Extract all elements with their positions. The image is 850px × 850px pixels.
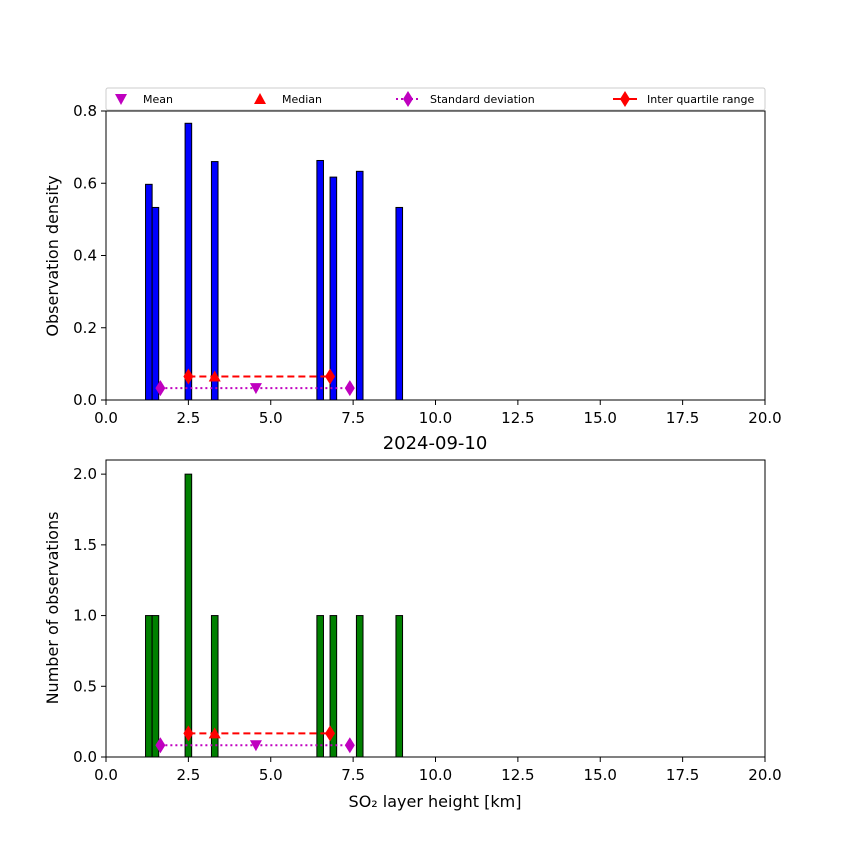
x-tick-label: 17.5	[666, 409, 699, 427]
x-tick-label: 12.5	[501, 766, 534, 784]
y-tick-label: 0.8	[73, 102, 97, 120]
y-tick-label: 0.5	[73, 677, 97, 695]
histogram-bar	[184, 473, 193, 758]
histogram-bar	[151, 615, 160, 758]
x-axis-label: SO₂ layer height [km]	[349, 792, 522, 811]
histogram-bar	[184, 122, 193, 401]
x-tick-label: 15.0	[584, 409, 617, 427]
iqr-marker	[325, 725, 336, 742]
median-marker	[208, 370, 221, 382]
std-icon	[403, 91, 413, 107]
median-icon	[254, 93, 266, 104]
histogram-bar	[316, 159, 324, 401]
x-tick-label: 0.0	[94, 766, 118, 784]
y-tick-label: 0.6	[73, 174, 97, 192]
x-tick-label: 2.5	[176, 766, 200, 784]
legend-box	[105, 87, 766, 111]
y-tick-label: 1.5	[73, 536, 97, 554]
histogram-bar	[329, 176, 338, 401]
x-tick-label: 7.5	[341, 766, 365, 784]
histogram-bar	[151, 206, 160, 401]
histogram-bar	[145, 183, 153, 401]
legend: Mean Median Standard deviation Inter quarti…	[105, 87, 766, 111]
y-tick-label: 0.0	[73, 391, 97, 409]
mean-marker	[249, 383, 262, 395]
histogram-bar	[395, 615, 404, 758]
std-marker	[155, 737, 166, 754]
y-tick-label: 2.0	[73, 465, 97, 483]
density-histogram: Observation density 0.0 2.5 5.0 7.5 10.0 12.5…	[43, 102, 782, 427]
plot-frame	[105, 110, 766, 401]
x-tick-label: 12.5	[501, 409, 534, 427]
iqr-marker	[325, 368, 336, 385]
x-tick-label: 10.0	[419, 766, 452, 784]
std-marker	[344, 737, 355, 754]
histogram-bar	[355, 170, 364, 401]
x-tick-label: 7.5	[341, 409, 365, 427]
plot-frame	[105, 459, 766, 758]
std-marker	[155, 380, 166, 397]
histogram-bar	[395, 206, 404, 401]
x-tick-label: 10.0	[419, 409, 452, 427]
y-axis-label: Observation density	[43, 175, 62, 336]
mean-icon	[115, 94, 127, 105]
legend-label: Inter quartile range	[647, 93, 754, 106]
legend-label: Standard deviation	[430, 93, 535, 106]
x-tick-label: 5.0	[259, 409, 283, 427]
legend-label: Median	[282, 93, 322, 106]
y-tick-label: 0.4	[73, 247, 97, 265]
chart-title: 2024-09-10	[383, 433, 488, 454]
iqr-marker	[183, 368, 194, 385]
mean-marker	[249, 740, 262, 752]
x-tick-label: 15.0	[584, 766, 617, 784]
legend-label: Mean	[143, 93, 173, 106]
y-tick-label: 0.2	[73, 319, 97, 337]
y-tick-label: 1.0	[73, 607, 97, 625]
x-tick-label: 5.0	[259, 766, 283, 784]
histogram-bar	[145, 615, 153, 758]
histogram-bar	[210, 161, 219, 401]
x-tick-label: 2.5	[176, 409, 200, 427]
y-tick-label: 0.0	[73, 748, 97, 766]
histogram-bar	[355, 615, 364, 758]
std-marker	[344, 380, 355, 397]
count-histogram: 2024-09-10 Number of observations SO₂ la…	[43, 433, 782, 811]
x-tick-label: 0.0	[94, 409, 118, 427]
x-tick-label: 20.0	[748, 766, 781, 784]
iqr-icon	[620, 91, 630, 107]
median-marker	[208, 727, 221, 739]
y-axis-label: Number of observations	[43, 512, 62, 705]
x-tick-label: 20.0	[748, 409, 781, 427]
iqr-marker	[183, 725, 194, 742]
histogram-bar	[316, 615, 324, 758]
x-tick-label: 17.5	[666, 766, 699, 784]
